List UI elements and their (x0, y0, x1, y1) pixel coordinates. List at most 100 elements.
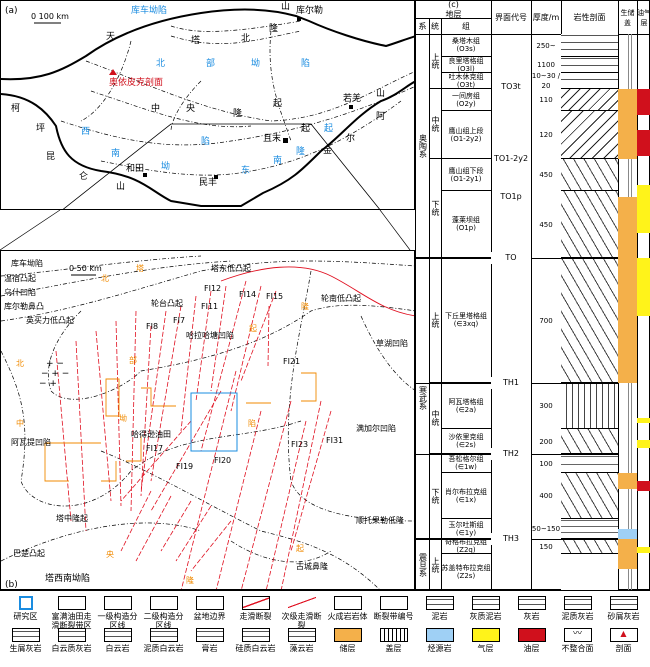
gas-layer (637, 440, 650, 448)
outcrop-section-icon: ▲ (609, 628, 638, 642)
interface-label: TH2 (491, 448, 531, 460)
lithology-pattern (561, 73, 618, 89)
source-rock-band (618, 529, 637, 539)
seal-icon (379, 628, 408, 642)
formation-cell: 鹰山组上段 (O1-2y2) (441, 111, 491, 159)
thickness-value: 150 (539, 542, 553, 551)
legend-label: 富满油田走滑断裂带区 (51, 612, 92, 630)
formation-name: 蓬莱坝组 (452, 216, 480, 224)
legend-item: 研究区 (4, 596, 47, 621)
svg-text:起: 起 (324, 123, 333, 134)
argillaceous-limestone-icon (563, 596, 592, 610)
svg-text:坳: 坳 (119, 413, 127, 423)
scale-bar-label-b: 0 50 km (69, 264, 102, 273)
formation-name: 鹰山组上段 (448, 126, 484, 135)
oil-layer-icon (517, 628, 546, 642)
argillaceous-dolomite-icon (149, 628, 178, 642)
legend-item: 膏岩 (188, 628, 231, 653)
legend-label: 储层 (339, 644, 356, 653)
legend-item: 白云岩 (96, 628, 139, 653)
svg-text:FI15: FI15 (266, 292, 283, 301)
thickness-value: 250~ (536, 41, 556, 50)
svg-text:古城鼻隆: 古城鼻隆 (296, 561, 328, 571)
formation-name: 吐木休克组 (448, 73, 484, 81)
series: 下统 (429, 159, 441, 258)
thickness-value: 1100 (537, 61, 555, 69)
formation-code: (∈2a) (455, 405, 477, 414)
reservoir-band (618, 473, 637, 489)
formation-code: (O1p) (456, 224, 476, 232)
legend-item: 生屑灰岩 (4, 628, 47, 653)
header-source-reservoir-seal: 生储盖 (620, 8, 635, 27)
scale-bar-label: 0 100 km (31, 12, 69, 21)
lithology-pattern (561, 554, 618, 591)
svg-text:隆: 隆 (296, 145, 305, 157)
svg-text:西: 西 (81, 126, 90, 137)
lithology-pattern (561, 111, 618, 159)
svg-text:库车坳陷: 库车坳陷 (11, 258, 43, 268)
svg-text:天: 天 (106, 32, 115, 42)
formation-name: 下丘里塔格组 (445, 312, 487, 320)
svg-text:若羌: 若羌 (343, 92, 361, 104)
thickness-value: 110 (539, 96, 553, 104)
svg-text:英买力低凸起: 英买力低凸起 (26, 315, 74, 325)
formation-cell: 蓬莱坝组 (O1p) (441, 191, 491, 258)
calcarenite-icon (609, 596, 638, 610)
formation-name: 阿瓦塔格组 (448, 397, 484, 406)
secondary-fault-icon (287, 596, 316, 610)
svg-text:中: 中 (16, 418, 24, 428)
formation-code: (∈1y) (455, 528, 477, 537)
formation-cell: 阿瓦塔格组 (∈2a) (441, 383, 491, 429)
fuman-fault-zone-outlines (44, 372, 317, 482)
svg-text:− + −: − + − (41, 369, 69, 379)
legend-label: 泥岩 (431, 612, 448, 621)
svg-text:FI19: FI19 (176, 462, 193, 471)
formation-code: (O2y) (456, 99, 476, 108)
svg-text:央: 央 (106, 549, 114, 559)
svg-text:中: 中 (151, 102, 160, 114)
formation-cell: 苏盖特布拉克组 (Z2s) (441, 554, 491, 591)
header-interface: 界面代号 (495, 12, 527, 22)
legend-item: 砂屑灰岩 (602, 596, 645, 621)
legend-item: 油层 (510, 628, 553, 653)
panel-a-label: (a) (5, 6, 18, 16)
formation-name: 鹰山组下段 (448, 166, 484, 175)
interface-label: TH1 (491, 377, 531, 389)
thickness-value: 10~30 / 20 (531, 73, 561, 89)
thickness-value: 50~150 (531, 525, 561, 533)
gas-layer (637, 258, 650, 316)
formation-cell: 桑塔木组 (O3s) (441, 34, 491, 57)
series: 上统 (429, 34, 441, 89)
thickness-value: 400 (539, 492, 553, 500)
dolomite-icon (103, 628, 132, 642)
oil-layer (637, 130, 650, 156)
dolomitic-limestone-icon (57, 628, 86, 642)
formation-code: (O1-2y1) (450, 174, 482, 183)
outcrop-marker-icon (109, 69, 117, 75)
strike-slip-faults (55, 280, 332, 589)
reservoir-band (618, 197, 637, 383)
map-panel-a: (a) 0 100 km 奥依皮克剖面 天山 库尔勒 且末 若羌 和田 民丰柯 坪昆… (0, 0, 415, 210)
svg-text:+ −: + − (46, 359, 64, 369)
legend-label: 火成岩岩体 (327, 612, 368, 621)
svg-text:草湖凹陷: 草湖凹陷 (376, 338, 408, 348)
svg-text:仑: 仑 (79, 170, 88, 182)
svg-text:起: 起 (301, 123, 310, 134)
formation-cell: 奇格布拉克组 (Z2q) (441, 539, 491, 554)
formation-cell: 肖尔布拉克组 (∈1x) (441, 473, 491, 519)
reservoir-band (618, 539, 637, 569)
gas-layer (637, 418, 650, 423)
svg-text:FI17: FI17 (146, 444, 163, 453)
legend-item: 灰质泥岩 (464, 596, 507, 621)
legend-label: 断裂带编号 (373, 612, 414, 621)
series: 中统 (429, 89, 441, 159)
legend-label: 走滑断裂 (239, 612, 272, 621)
second-order-boundary-icon (149, 596, 178, 610)
svg-text:山: 山 (116, 181, 125, 192)
formation-code: (∈2s) (456, 441, 476, 449)
legend-label: 二级构造分区线 (143, 612, 184, 630)
legend-label: 气层 (477, 644, 494, 653)
fault-labels: FI12 FI14 FI15 FI11 FI8 FI7 FI21 FI17 FI19 FI… (146, 284, 343, 471)
